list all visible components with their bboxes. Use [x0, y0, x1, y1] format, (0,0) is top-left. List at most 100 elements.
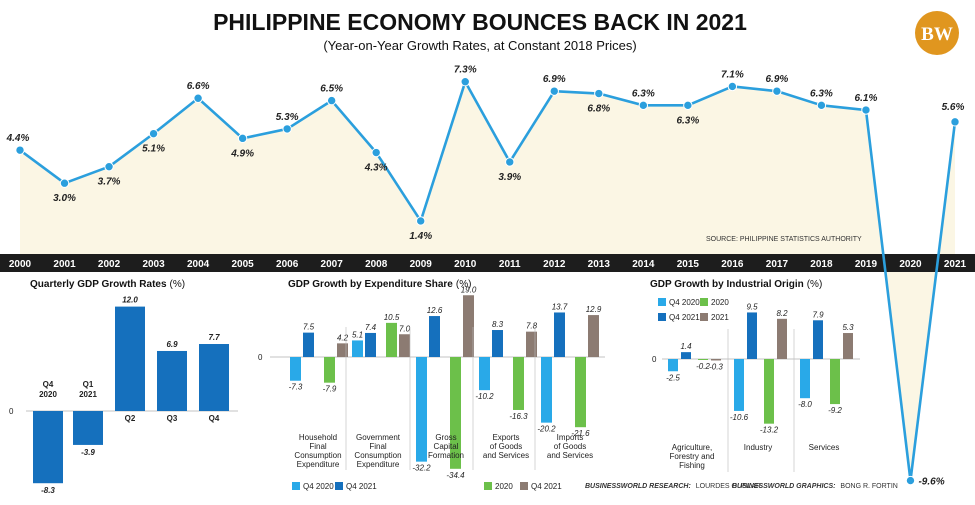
category-label: Expenditure	[297, 460, 340, 469]
bar-value-label: -8.0	[798, 400, 812, 409]
quarterly-bar-label: -3.9	[81, 448, 95, 457]
data-label: 6.6%	[187, 81, 210, 92]
category-label: and Services	[547, 451, 593, 460]
year-label: 2013	[588, 259, 611, 270]
year-label: 2016	[721, 259, 744, 270]
year-label: 2019	[855, 259, 878, 270]
category-label: of Goods	[490, 442, 522, 451]
bar-value-label: 7.9	[812, 310, 824, 319]
chart-title-text: GDP Growth by Expenditure Share	[288, 279, 453, 290]
bar-2021	[777, 318, 787, 359]
data-label: 3.7%	[98, 177, 121, 188]
year-label: 2014	[632, 259, 655, 270]
data-label: 3.9%	[498, 172, 521, 183]
bar-q4-2021	[492, 330, 503, 357]
quarterly-bar	[199, 344, 229, 411]
quarterly-gdp-chart: Quarterly GDP Growth Rates (%)0-8.3Q42020…	[9, 279, 238, 495]
year-label: 2012	[543, 259, 566, 270]
bar-value-label: -20.2	[537, 425, 556, 434]
bar-value-label: 9.5	[746, 302, 758, 311]
bar-value-label: 7.5	[303, 323, 315, 332]
credit-graphics: BUSINESSWORLD GRAPHICS: BONG R. FORTIN	[732, 483, 898, 490]
bar-q4-2020	[479, 357, 490, 391]
credit-research-name: LOURDES O. PILAR	[696, 483, 761, 490]
bar-q4-2020	[800, 359, 810, 399]
data-point	[772, 86, 782, 96]
legend-swatch	[335, 482, 343, 490]
data-point	[505, 157, 515, 167]
bar-q4-2021	[813, 320, 823, 359]
bar-2021	[843, 333, 853, 359]
legend-swatch	[658, 298, 666, 306]
data-point	[148, 128, 159, 139]
year-label: 2011	[499, 259, 521, 270]
bar-2021	[399, 334, 410, 357]
data-label: 4.9%	[230, 148, 254, 159]
data-label: 5.6%	[942, 102, 965, 113]
legend-label: Q4 2021	[669, 313, 700, 322]
category-label: Final	[309, 442, 327, 451]
category-label: Fishing	[679, 461, 705, 470]
zero-label: 0	[258, 353, 263, 362]
data-point	[638, 100, 649, 111]
zero-label: 0	[652, 355, 657, 364]
bw-logo-badge	[915, 11, 959, 55]
bar-value-label: 1.4	[680, 342, 692, 351]
data-label: 3.0%	[53, 193, 76, 204]
data-point	[549, 86, 559, 96]
year-label: 2004	[187, 259, 210, 270]
bar-value-label: -34.4	[446, 471, 465, 480]
credit-graphics-name: BONG R. FORTIN	[840, 483, 897, 490]
bar-2020	[830, 359, 840, 405]
bar-value-label: 13.7	[552, 302, 568, 311]
bar-q4-2020	[541, 357, 552, 423]
bw-logo-text: BW	[921, 24, 953, 45]
data-label: 6.9%	[766, 74, 789, 85]
category-label: Consumption	[294, 451, 341, 460]
quarterly-category-label: Q2	[125, 414, 136, 423]
data-point	[905, 475, 916, 486]
expenditure-share-chart: GDP Growth by Expenditure Share (%) 0 -7.3 7…	[258, 279, 605, 491]
year-label: 2021	[944, 259, 967, 270]
data-label: 7.3%	[454, 65, 477, 76]
legend-swatch	[658, 313, 666, 321]
bar-q4-2021	[303, 332, 314, 357]
legend-label: Q4 2020	[303, 482, 334, 491]
data-label: 4.3%	[364, 163, 388, 174]
year-label: 2018	[810, 259, 833, 270]
bar-2020	[764, 359, 774, 424]
bar-value-label: -7.3	[289, 383, 303, 392]
category-label: Exports	[492, 433, 519, 442]
category-label: Final	[369, 442, 387, 451]
quarterly-chart-title: Quarterly GDP Growth Rates (%)	[30, 279, 185, 290]
legend-swatch	[484, 482, 492, 490]
bw-logo: BW	[915, 11, 959, 55]
category-label: Agriculture,	[672, 443, 712, 452]
bar-2020	[513, 357, 524, 410]
legend-swatch	[292, 482, 300, 490]
chart-title-unit: (%)	[807, 279, 823, 290]
zero-label: 0	[9, 407, 14, 416]
bar-value-label: 8.3	[492, 320, 504, 329]
category-label: Formation	[428, 451, 464, 460]
quarterly-category-label: Q4	[209, 414, 220, 423]
category-label: of Goods	[554, 442, 586, 451]
credit-research-label: BUSINESSWORLD RESEARCH:	[585, 483, 691, 490]
data-point	[59, 178, 70, 188]
legend-swatch	[700, 298, 708, 306]
page-title: PHILIPPINE ECONOMY BOUNCES BACK IN 2021	[213, 9, 747, 35]
data-label: 4.4%	[6, 133, 30, 144]
data-label: 6.5%	[320, 84, 343, 95]
bar-value-label: -21.6	[571, 429, 590, 438]
category-label: Forestry and	[670, 452, 715, 461]
year-label: 2001	[53, 259, 76, 270]
quarterly-bar-label: -8.3	[41, 486, 55, 495]
year-label: 2015	[677, 259, 700, 270]
category-label: Capital	[434, 442, 459, 451]
bar-value-label: -7.9	[323, 385, 337, 394]
quarterly-category-label: Q1	[83, 380, 94, 389]
bar-2020	[386, 322, 397, 357]
bar-q4-2021	[681, 352, 691, 359]
data-point	[416, 216, 426, 226]
